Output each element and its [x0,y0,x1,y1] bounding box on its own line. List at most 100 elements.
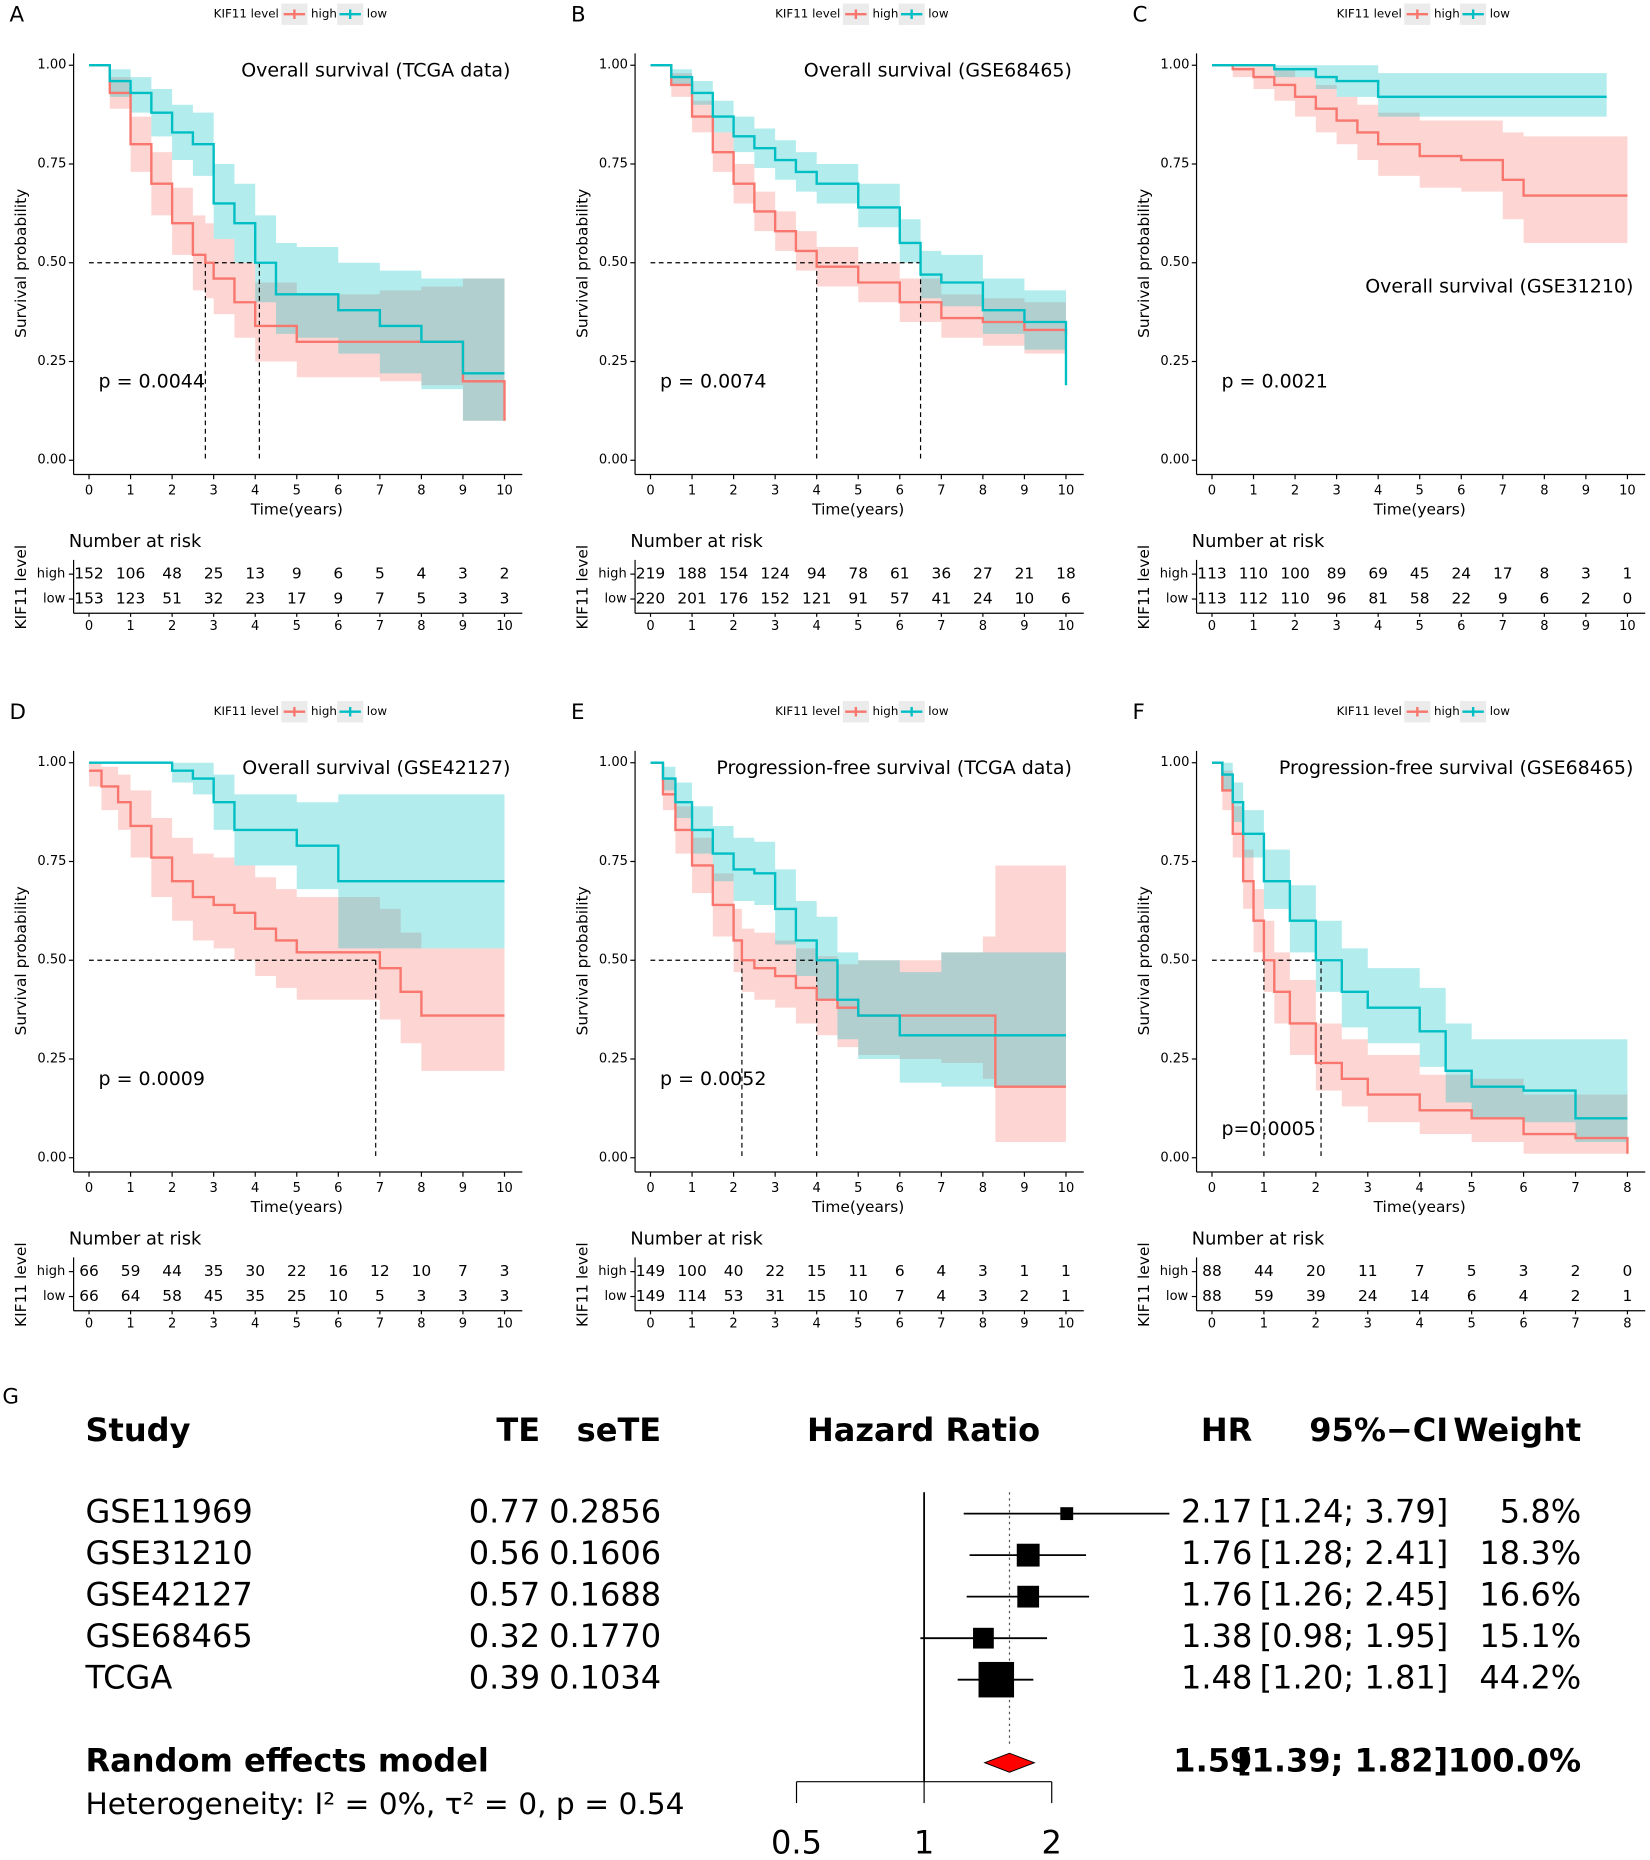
risk-count: 23 [245,590,265,608]
risk-title: Number at risk [69,531,202,552]
risk-count: 45 [204,1287,224,1305]
risk-count: 44 [162,1262,182,1280]
y-tick-label: 0.25 [37,1052,66,1067]
chart-title: Progression-free survival (GSE68465) [1279,757,1633,779]
x-tick-label: 8 [979,484,987,499]
x-tick-label: 1 [688,484,696,499]
table-cell: 15.1% [1479,1617,1581,1655]
risk-count: 66 [79,1287,99,1305]
chart-title: Overall survival (GSE42127) [242,757,510,779]
risk-x-tick-label: 0 [85,1316,93,1331]
table-cell: 0.2856 [549,1493,661,1531]
risk-count: 36 [932,565,952,583]
study-square [1017,1585,1040,1608]
risk-x-tick-label: 0 [646,1316,654,1331]
risk-x-tick-label: 4 [251,1316,259,1331]
risk-count: 110 [1239,565,1268,583]
risk-count: 2 [1571,1287,1581,1305]
risk-row-label: low [1166,592,1189,607]
survival-curve [89,64,505,375]
x-tick-label: 5 [293,1181,301,1196]
risk-count: 66 [79,1262,99,1280]
risk-count: 9 [333,590,343,608]
risk-count: 3 [458,565,468,583]
risk-x-tick-label: 10 [1058,619,1075,634]
risk-count: 4 [416,565,426,583]
risk-x-tick-label: 5 [854,619,862,634]
risk-count: 1 [1061,1287,1071,1305]
risk-x-tick-label: 8 [417,1316,425,1331]
table-cell: [0.98; 1.95] [1260,1617,1449,1655]
risk-x-tick-label: 1 [126,1316,134,1331]
panel-letter: G [2,1384,19,1409]
x-tick-label: 2 [729,484,737,499]
risk-count: 3 [978,1262,988,1280]
x-tick-label: 8 [417,1181,425,1196]
risk-count: 10 [848,1287,868,1305]
risk-y-label: KIF11 level [12,545,30,630]
risk-x-tick-label: 4 [1416,1316,1424,1331]
risk-x-tick-label: 4 [251,619,259,634]
legend-title: KIF11 level [775,704,840,718]
risk-x-tick-label: 0 [85,619,93,634]
risk-x-tick-label: 0 [646,619,654,634]
risk-row-label: high [598,567,626,582]
x-tick-label: 2 [729,1181,737,1196]
risk-title: Number at risk [69,1229,202,1250]
summary-cell: 1.59 [1173,1742,1252,1780]
risk-count: 18 [1056,565,1076,583]
confidence-band [650,762,1066,1087]
legend-label: high [311,7,337,21]
risk-count: 10 [329,1287,349,1305]
risk-x-tick-label: 1 [1260,1316,1268,1331]
risk-row-label: high [37,1264,65,1279]
risk-count: 152 [760,590,789,608]
table-cell: [1.26; 2.45] [1260,1576,1449,1614]
risk-x-tick-label: 0 [1208,1316,1216,1331]
table-cell: 0.1034 [549,1659,661,1697]
risk-count: 9 [1498,590,1508,608]
x-tick-label: 3 [771,484,779,499]
x-tick-label: 9 [459,484,467,499]
table-cell: 1.48 [1181,1659,1252,1697]
study-square [978,1661,1015,1698]
risk-x-tick-label: 2 [168,619,176,634]
x-tick-label: 10 [1619,484,1636,499]
risk-count: 53 [724,1287,744,1305]
y-tick-label: 0.75 [37,854,66,869]
risk-count: 6 [1467,1287,1477,1305]
risk-row-label: high [1160,567,1188,582]
risk-x-tick-label: 6 [896,1316,904,1331]
risk-x-tick-label: 1 [688,619,696,634]
y-tick-label: 0.00 [599,1150,628,1165]
risk-count: 25 [204,565,224,583]
risk-row-label: low [43,1289,66,1304]
y-tick-label: 1.00 [1160,755,1189,770]
table-cell: 0.56 [469,1534,540,1572]
risk-count: 154 [719,565,748,583]
y-tick-label: 1.00 [599,58,628,73]
risk-x-tick-label: 8 [417,619,425,634]
table-cell: [1.28; 2.41] [1260,1534,1449,1572]
risk-count: 10 [1015,590,1035,608]
risk-count: 61 [890,565,910,583]
column-header: 95%−CI [1309,1411,1448,1449]
y-tick-label: 0.50 [37,255,66,270]
risk-count: 7 [1415,1262,1425,1280]
table-cell: 1.38 [1181,1617,1252,1655]
chart-title: Overall survival (GSE31210) [1365,276,1633,298]
x-tick-label: 9 [1020,1181,1028,1196]
x-tick-label: 10 [496,484,513,499]
risk-count: 176 [719,590,748,608]
x-tick-label: 9 [459,1181,467,1196]
risk-x-tick-label: 2 [729,1316,737,1331]
x-tick-label: 2 [1291,484,1299,499]
risk-count: 30 [245,1262,265,1280]
x-tick-label: 1 [126,1181,134,1196]
table-cell: [1.20; 1.81] [1260,1659,1449,1697]
risk-x-tick-label: 6 [334,619,342,634]
x-tick-label: 3 [771,1181,779,1196]
risk-x-tick-label: 10 [1619,619,1636,634]
risk-x-tick-label: 10 [1058,1316,1075,1331]
x-tick-label: 6 [896,484,904,499]
